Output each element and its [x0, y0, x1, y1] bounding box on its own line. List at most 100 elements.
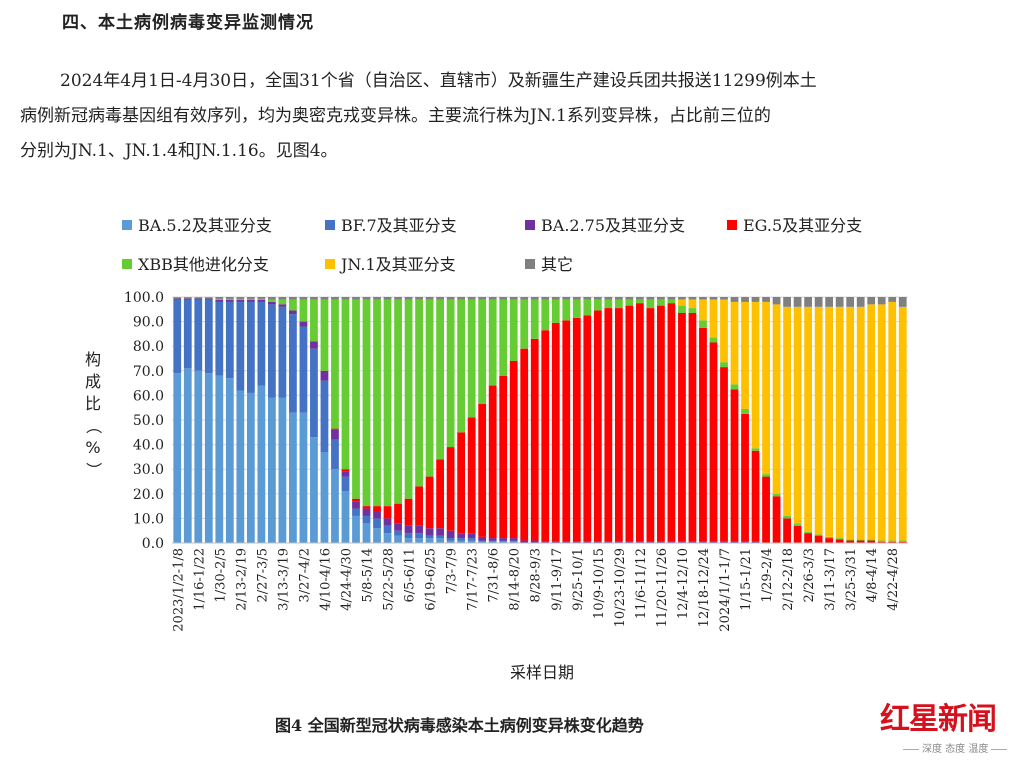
bar-segment	[867, 304, 876, 540]
bar-segment	[331, 469, 339, 543]
bar-segment	[246, 299, 255, 302]
x-axis-ticks: 2023/1/2-1/8 1/16-1/22 1/30-2/5 2/13-2/19 2/…	[171, 548, 901, 632]
bar-segment	[467, 417, 476, 534]
bar-segment	[646, 297, 655, 300]
bar-segment	[509, 299, 518, 361]
bar-segment	[278, 297, 287, 300]
bar-segment	[289, 412, 297, 543]
bar-stack	[341, 297, 350, 543]
bar-segment	[520, 299, 529, 349]
legend-item: BA.5.2及其亚分支	[122, 216, 272, 235]
bar-segment	[593, 541, 602, 543]
bar-segment	[499, 540, 508, 542]
bar-segment	[457, 540, 466, 543]
bar-segment	[562, 299, 571, 321]
bar-segment	[352, 515, 360, 543]
bar-segment	[688, 297, 697, 300]
bar-segment	[846, 539, 855, 541]
bar-stack	[625, 297, 634, 543]
bar-segment	[509, 297, 518, 300]
bar-segment	[541, 297, 550, 300]
bar-segment	[709, 337, 718, 343]
bar-segment	[246, 298, 255, 300]
bar-segment	[257, 301, 266, 386]
bar-segment	[488, 299, 497, 386]
bar-segment	[436, 528, 444, 536]
bar-segment	[225, 298, 234, 300]
legend-swatch	[525, 220, 535, 230]
bar-segment	[310, 437, 318, 543]
bar-segment	[678, 312, 686, 542]
bar-stack	[383, 297, 392, 543]
y-tick-label: 40.0	[133, 438, 164, 454]
bar-segment	[352, 508, 360, 516]
bar-segment	[772, 304, 781, 494]
intro-paragraph: 2024年4月1日-4月30日，全国31个省（自治区、直辖市）及新疆生产建设兵团…	[20, 64, 980, 169]
bar-segment	[194, 297, 203, 298]
bar-segment	[583, 315, 592, 542]
bar-segment	[352, 299, 360, 499]
bar-segment	[898, 541, 907, 543]
bar-segment	[699, 297, 707, 300]
bar-stack	[278, 297, 287, 543]
bar-segment	[614, 541, 623, 543]
bar-segment	[446, 538, 455, 541]
x-tick-label: 8/14-8/20	[508, 548, 523, 611]
bar-segment	[667, 303, 676, 542]
bar-segment	[173, 297, 182, 298]
bar-stack	[289, 297, 297, 543]
x-tick-label: 10/9-10/15	[592, 548, 607, 619]
bar-segment	[499, 299, 508, 376]
x-tick-label: 12/18-12/24	[697, 548, 712, 627]
bar-segment	[520, 348, 529, 541]
bar-stack	[562, 297, 571, 543]
bar-segment	[341, 297, 350, 300]
bar-segment	[320, 299, 329, 371]
bar-segment	[467, 540, 476, 543]
bar-segment	[509, 538, 518, 541]
bar-stack	[331, 297, 339, 543]
bar-segment	[341, 491, 350, 543]
x-tick-label: 10/23-10/29	[613, 548, 628, 627]
bar-segment	[614, 299, 623, 309]
bar-segment	[856, 306, 865, 540]
bar-segment	[667, 541, 676, 543]
bar-segment	[194, 299, 203, 371]
bar-segment	[246, 301, 255, 393]
legend-swatch	[727, 220, 737, 230]
bar-stack	[678, 297, 686, 543]
bar-segment	[436, 297, 444, 300]
bar-segment	[194, 370, 203, 543]
bar-stack	[457, 297, 466, 543]
bar-stack	[825, 297, 834, 543]
bar-segment	[699, 299, 707, 321]
bar-stack	[667, 297, 676, 543]
bar-segment	[331, 428, 339, 430]
bar-segment	[404, 533, 413, 539]
legend-swatch	[325, 259, 335, 269]
bar-segment	[604, 541, 613, 543]
bar-segment	[825, 297, 834, 307]
bar-segment	[720, 299, 728, 363]
bar-segment	[835, 538, 844, 540]
bar-stack	[352, 297, 360, 543]
bar-segment	[383, 506, 392, 519]
bar-segment	[772, 493, 781, 497]
bar-segment	[867, 540, 876, 543]
bar-segment	[825, 538, 834, 543]
legend-item: BF.7及其亚分支	[325, 216, 457, 235]
bar-segment	[215, 297, 224, 299]
bar-segment	[352, 501, 360, 509]
legend-item: XBB其他进化分支	[122, 255, 269, 274]
bar-segment	[551, 541, 560, 543]
bar-segment	[289, 297, 297, 300]
bar-segment	[257, 385, 266, 543]
legend-swatch	[122, 220, 132, 230]
bar-segment	[709, 342, 718, 542]
bar-segment	[488, 385, 497, 539]
bar-segment	[572, 317, 581, 542]
bar-segment	[236, 301, 245, 391]
bar-stack	[215, 297, 224, 543]
bar-stack	[793, 297, 802, 543]
bar-segment	[530, 299, 539, 339]
